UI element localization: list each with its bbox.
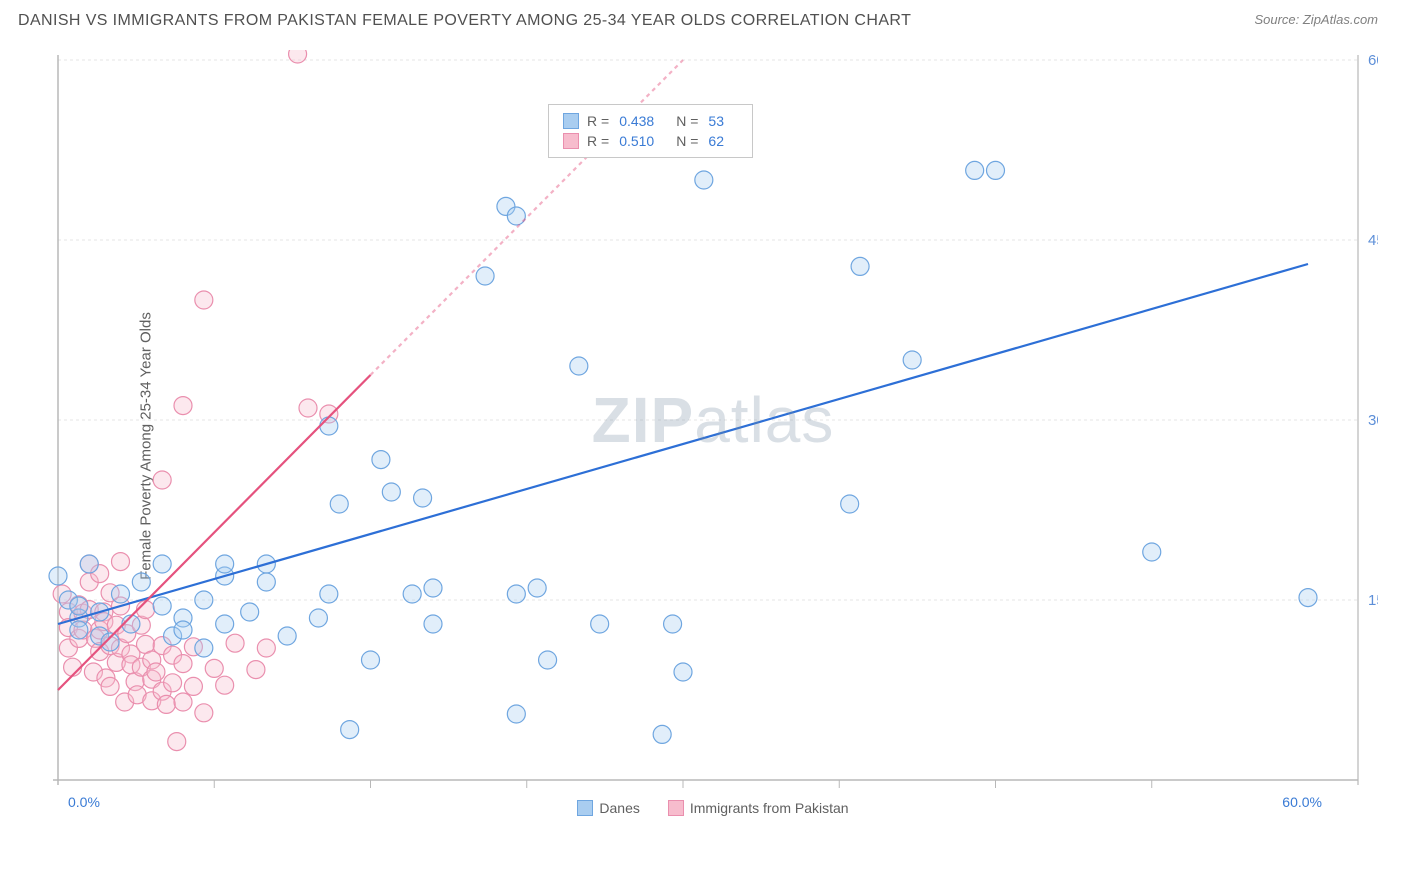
legend-swatch bbox=[668, 800, 684, 816]
legend-series-item: Danes bbox=[577, 800, 639, 816]
n-value: 62 bbox=[708, 133, 724, 149]
legend-swatch bbox=[563, 133, 579, 149]
r-value: 0.510 bbox=[619, 133, 654, 149]
svg-text:45.0%: 45.0% bbox=[1368, 232, 1378, 249]
r-label: R = bbox=[587, 133, 609, 149]
legend-swatch bbox=[577, 800, 593, 816]
x-axis-max-label: 60.0% bbox=[1282, 794, 1322, 810]
title-bar: DANISH VS IMMIGRANTS FROM PAKISTAN FEMAL… bbox=[0, 0, 1406, 38]
svg-text:15.0%: 15.0% bbox=[1368, 592, 1378, 609]
r-value: 0.438 bbox=[619, 113, 654, 129]
legend-correlation-row: R = 0.438 N = 53 bbox=[563, 111, 738, 131]
correlation-legend-box: R = 0.438 N = 53 R = 0.510 N = 62 bbox=[548, 104, 753, 158]
scatter-plot-svg: 15.0% 30.0% 45.0% 60.0% bbox=[48, 50, 1378, 820]
r-label: R = bbox=[587, 113, 609, 129]
n-label: N = bbox=[676, 133, 698, 149]
legend-series-label: Danes bbox=[599, 800, 639, 816]
legend-series-item: Immigrants from Pakistan bbox=[668, 800, 849, 816]
plot-area: 15.0%30.0%45.0%60.0% ZIPatlas R =0.438N … bbox=[48, 50, 1378, 820]
series-legend: Danes Immigrants from Pakistan bbox=[48, 800, 1378, 816]
n-label: N = bbox=[676, 113, 698, 129]
legend-series-label: Immigrants from Pakistan bbox=[690, 800, 849, 816]
legend-correlation-row: R = 0.510 N = 62 bbox=[563, 131, 738, 151]
svg-text:30.0%: 30.0% bbox=[1368, 412, 1378, 429]
source-label: Source: ZipAtlas.com bbox=[1254, 12, 1378, 27]
svg-text:60.0%: 60.0% bbox=[1368, 52, 1378, 69]
chart-container: DANISH VS IMMIGRANTS FROM PAKISTAN FEMAL… bbox=[0, 0, 1406, 892]
legend-swatch bbox=[563, 113, 579, 129]
n-value: 53 bbox=[708, 113, 724, 129]
x-axis-min-label: 0.0% bbox=[68, 794, 100, 810]
chart-title: DANISH VS IMMIGRANTS FROM PAKISTAN FEMAL… bbox=[18, 12, 911, 30]
